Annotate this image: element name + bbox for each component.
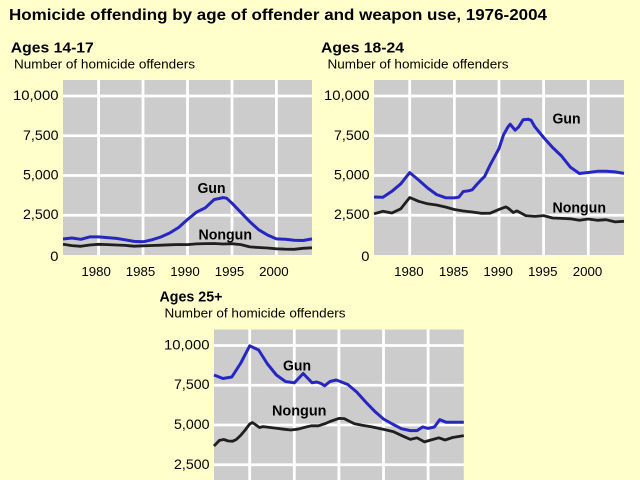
svg-text:1995: 1995 bbox=[215, 264, 245, 279]
svg-text:7,500: 7,500 bbox=[23, 128, 59, 143]
svg-text:10,000: 10,000 bbox=[324, 88, 370, 103]
svg-text:Number of homicide offenders: Number of homicide offenders bbox=[165, 306, 347, 321]
svg-text:2000: 2000 bbox=[573, 264, 603, 279]
svg-text:2000: 2000 bbox=[259, 264, 289, 279]
svg-text:0: 0 bbox=[50, 249, 59, 264]
svg-text:7,500: 7,500 bbox=[174, 377, 210, 392]
svg-text:Number of homicide offenders: Number of homicide offenders bbox=[328, 57, 510, 72]
svg-text:5,000: 5,000 bbox=[174, 417, 210, 432]
svg-text:Gun: Gun bbox=[198, 181, 226, 197]
svg-text:5,000: 5,000 bbox=[334, 168, 370, 183]
svg-text:Nongun: Nongun bbox=[272, 404, 327, 420]
svg-text:Ages 18-24: Ages 18-24 bbox=[321, 41, 404, 57]
svg-text:1985: 1985 bbox=[439, 264, 469, 279]
svg-text:1990: 1990 bbox=[483, 264, 513, 279]
svg-text:Gun: Gun bbox=[283, 359, 311, 375]
svg-text:1980: 1980 bbox=[81, 264, 111, 279]
svg-text:1995: 1995 bbox=[528, 264, 558, 279]
svg-text:10,000: 10,000 bbox=[13, 88, 59, 103]
svg-text:2,500: 2,500 bbox=[334, 207, 370, 222]
svg-text:7,500: 7,500 bbox=[334, 128, 370, 143]
svg-text:Ages 25+: Ages 25+ bbox=[160, 290, 223, 306]
svg-text:Homicide offending by age of o: Homicide offending by age of offender an… bbox=[9, 7, 547, 24]
svg-text:1980: 1980 bbox=[394, 264, 424, 279]
svg-text:Nongun: Nongun bbox=[553, 201, 607, 217]
svg-text:10,000: 10,000 bbox=[164, 338, 210, 353]
svg-text:0: 0 bbox=[361, 249, 370, 264]
svg-text:Nongun: Nongun bbox=[199, 228, 253, 244]
svg-text:1985: 1985 bbox=[126, 264, 156, 279]
svg-text:2,500: 2,500 bbox=[174, 457, 210, 472]
svg-text:5,000: 5,000 bbox=[23, 168, 59, 183]
svg-text:Gun: Gun bbox=[553, 112, 581, 128]
svg-text:Ages 14-17: Ages 14-17 bbox=[11, 41, 94, 57]
svg-text:2,500: 2,500 bbox=[23, 207, 59, 222]
svg-text:Number of homicide offenders: Number of homicide offenders bbox=[14, 57, 196, 72]
svg-text:1990: 1990 bbox=[170, 264, 200, 279]
